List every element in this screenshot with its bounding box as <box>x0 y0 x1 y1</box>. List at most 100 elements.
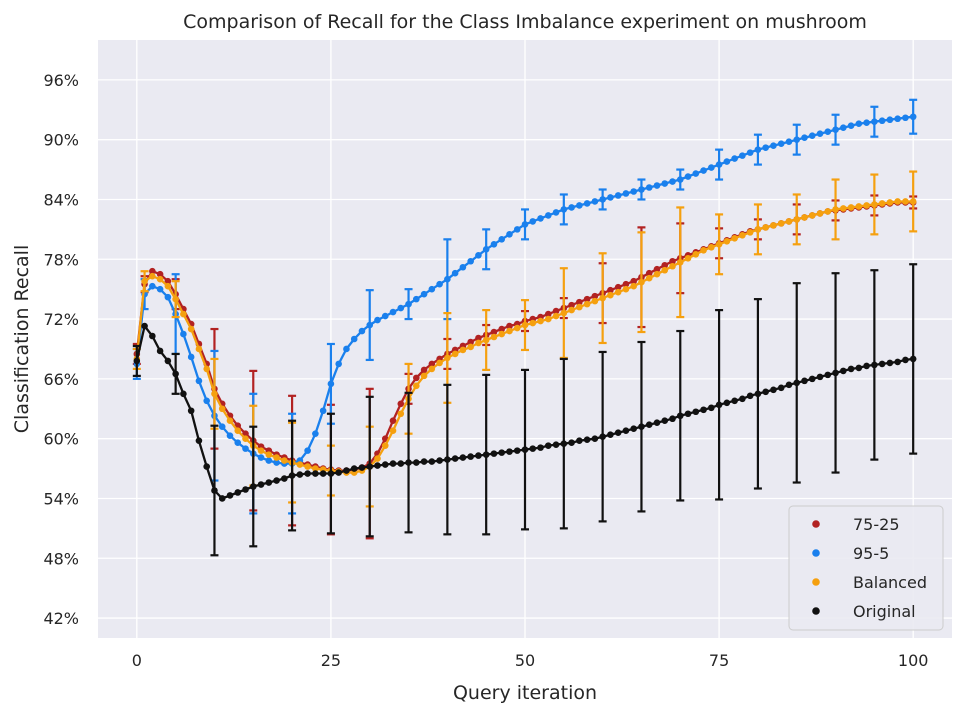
data-point <box>739 232 746 239</box>
data-point <box>638 186 645 193</box>
data-point <box>358 327 366 335</box>
data-point <box>599 196 606 203</box>
data-point <box>746 149 754 156</box>
data-point <box>521 321 529 329</box>
data-point <box>513 226 521 233</box>
data-point <box>475 334 482 342</box>
y-tick-label: 96% <box>43 71 79 90</box>
data-point <box>591 198 599 205</box>
data-point <box>490 450 498 457</box>
data-point <box>886 359 894 367</box>
data-point <box>288 472 296 479</box>
data-point <box>273 477 280 484</box>
data-point <box>211 390 218 398</box>
data-point <box>832 369 839 377</box>
data-point <box>521 221 529 228</box>
data-point <box>808 375 816 383</box>
data-point <box>661 266 669 274</box>
data-point <box>863 362 870 370</box>
data-point <box>195 437 203 444</box>
data-point <box>257 447 265 454</box>
data-point <box>149 332 156 340</box>
data-point <box>273 459 280 466</box>
data-point <box>529 218 537 225</box>
data-point <box>413 459 420 466</box>
data-point <box>871 201 878 208</box>
data-point <box>436 457 443 464</box>
data-point <box>397 410 405 418</box>
data-point <box>172 295 179 303</box>
data-point <box>218 405 226 413</box>
data-point <box>840 124 847 132</box>
y-tick-label: 66% <box>43 370 79 389</box>
data-point <box>296 461 304 468</box>
data-point <box>661 417 669 425</box>
data-point <box>560 440 568 447</box>
data-point <box>358 464 366 471</box>
data-point <box>141 277 148 285</box>
data-point <box>614 283 622 291</box>
data-point <box>886 199 894 206</box>
data-point <box>576 298 583 306</box>
data-point <box>777 140 785 147</box>
data-point <box>871 118 878 126</box>
data-point <box>653 265 661 273</box>
data-point <box>482 336 490 344</box>
data-point <box>319 407 327 415</box>
data-point <box>684 410 692 418</box>
data-point <box>459 454 467 461</box>
data-point <box>739 152 746 159</box>
data-point <box>902 356 909 364</box>
data-point <box>909 355 917 363</box>
data-point <box>708 164 715 171</box>
data-point <box>840 205 847 212</box>
y-tick-label: 54% <box>43 489 79 508</box>
data-point <box>327 470 335 477</box>
data-point <box>622 285 630 293</box>
data-point <box>614 429 622 436</box>
data-point <box>397 304 405 312</box>
data-point <box>723 238 731 245</box>
data-point <box>576 202 583 209</box>
data-point <box>312 430 319 437</box>
data-point <box>669 257 676 265</box>
data-point <box>389 427 397 434</box>
data-point <box>576 303 583 311</box>
data-point <box>607 431 614 438</box>
legend-label: Original <box>853 602 916 621</box>
data-point <box>133 357 141 365</box>
data-point <box>808 132 816 139</box>
data-point <box>513 447 521 454</box>
data-point <box>645 269 653 277</box>
data-point <box>754 146 762 153</box>
data-point <box>451 269 459 277</box>
data-point <box>187 407 195 415</box>
data-point <box>180 390 187 398</box>
data-point <box>537 317 544 325</box>
data-point <box>871 361 878 369</box>
series-balanced <box>132 170 918 508</box>
data-point <box>552 209 560 216</box>
data-point <box>552 441 560 448</box>
data-point <box>552 307 560 315</box>
data-point <box>296 471 304 478</box>
data-point <box>607 286 614 294</box>
data-point <box>700 406 707 414</box>
data-point <box>544 310 552 318</box>
data-point <box>863 119 870 127</box>
data-point <box>630 425 637 433</box>
data-point <box>413 295 420 303</box>
data-point <box>576 437 583 444</box>
data-point <box>653 270 661 278</box>
data-point <box>793 216 801 223</box>
data-point <box>583 436 591 443</box>
data-point <box>420 366 428 374</box>
data-point <box>793 136 801 143</box>
data-point <box>234 427 242 434</box>
x-tick-label: 25 <box>321 651 341 670</box>
data-point <box>304 470 311 477</box>
data-point <box>195 345 203 353</box>
data-point <box>684 254 692 262</box>
data-point <box>381 442 389 449</box>
